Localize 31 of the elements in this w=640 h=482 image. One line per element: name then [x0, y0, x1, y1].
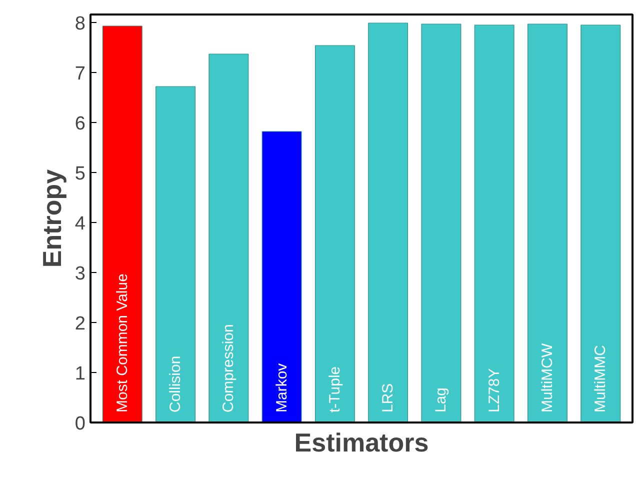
y-tick-label: 7: [74, 64, 86, 84]
bar: [102, 26, 142, 422]
bar: [314, 45, 355, 422]
x-tick-label: LZ78Y: [486, 368, 503, 412]
bar: [421, 24, 462, 422]
bar: [208, 54, 249, 422]
x-tick-label: LRS: [380, 383, 397, 412]
bar: [368, 22, 408, 422]
x-tick-label: Lag: [432, 387, 450, 412]
x-tick-label: Compression: [220, 324, 238, 412]
y-tick-label: 1: [74, 364, 86, 384]
bar: [156, 86, 196, 422]
x-tick-label: MultiMMC: [592, 344, 610, 412]
x-axis-title: Estimators: [294, 428, 429, 458]
y-tick-label: 2: [74, 314, 86, 334]
y-tick-label: 6: [74, 114, 86, 134]
bar: [474, 24, 514, 422]
x-tick-label: MultiMCW: [538, 342, 556, 412]
y-tick-label: 0: [74, 414, 86, 434]
y-tick-label: 3: [74, 264, 86, 284]
x-tick-label: Markov: [273, 362, 290, 412]
y-axis-title: Entropy: [36, 168, 67, 268]
y-tick-label: 5: [74, 164, 86, 184]
bar: [528, 24, 568, 422]
x-tick-label: Most Common Value: [114, 274, 131, 412]
x-tick-label: Collision: [167, 356, 184, 412]
y-tick-label: 4: [74, 214, 86, 234]
y-tick-label: 8: [74, 14, 86, 34]
x-tick-label: t-Tuple: [326, 366, 344, 412]
bar: [262, 131, 302, 422]
bar: [580, 24, 621, 422]
